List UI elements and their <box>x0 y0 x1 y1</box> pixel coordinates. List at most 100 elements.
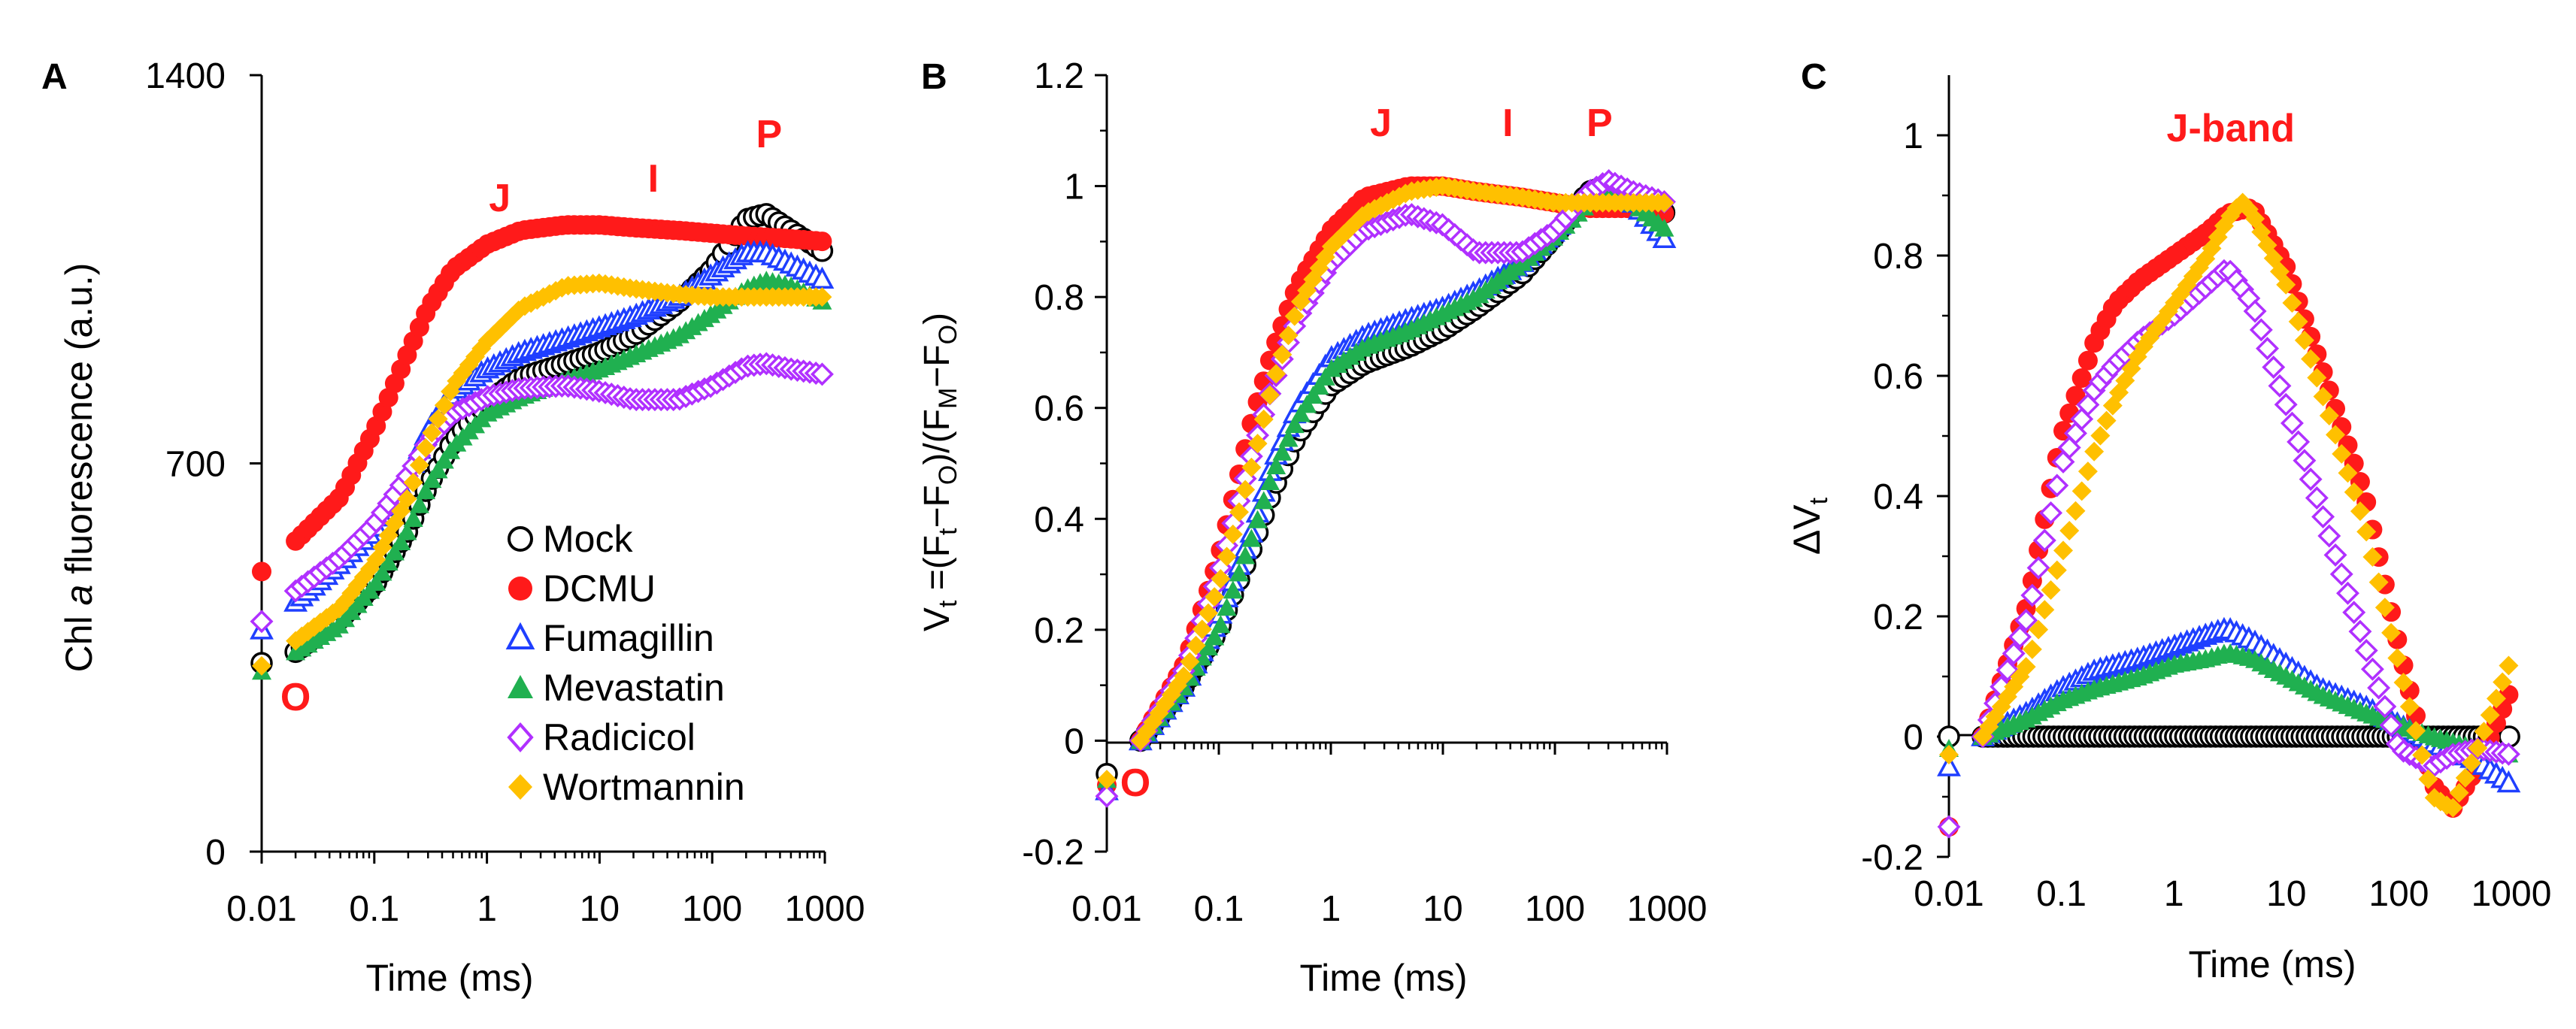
data-point-wortmannin <box>2443 797 2463 818</box>
data-point-mevastatin <box>409 495 429 513</box>
legend-label-radicicol: Radicicol <box>543 716 696 758</box>
legend-entry-dcmu: DCMU <box>508 567 656 610</box>
data-point-wortmannin <box>1192 619 1212 640</box>
data-point-radicicol <box>2317 524 2341 548</box>
data-point-mevastatin <box>1278 428 1299 447</box>
x-tick-label: 1000 <box>1627 889 1708 929</box>
data-point-wortmannin <box>1247 434 1268 454</box>
data-point-mevastatin <box>1235 546 1256 564</box>
ylabel-b-v: V <box>917 607 957 631</box>
legend-marker-radicicol <box>507 722 534 753</box>
data-point-wortmannin <box>2294 330 2314 350</box>
legend-marker-fumagillin <box>505 622 535 649</box>
data-point-wortmannin <box>403 472 423 492</box>
data-point-wortmannin <box>812 287 832 307</box>
ylabel-b-sub-t2: t <box>934 528 962 535</box>
data-point-mevastatin <box>397 522 417 540</box>
y-tick-label: 1 <box>1064 168 1084 207</box>
data-point-wortmannin <box>2493 672 2513 692</box>
data-point-radicicol <box>2268 374 2292 398</box>
data-point-mevastatin <box>372 562 392 581</box>
data-point-wortmannin <box>1272 344 1293 365</box>
ylabel-b-minus1: −F <box>917 485 957 528</box>
data-point-radicicol <box>2329 562 2353 586</box>
data-point-mevastatin <box>384 542 405 561</box>
data-point-mevastatin <box>1654 218 1674 237</box>
data-point-wortmannin <box>2393 672 2414 692</box>
y-tick-label: 0.6 <box>1873 357 1923 397</box>
data-point-radicicol <box>2287 430 2311 454</box>
data-point-radicicol <box>2305 486 2329 510</box>
data-point-mevastatin <box>1284 415 1305 434</box>
data-point-wortmannin <box>2362 546 2383 567</box>
y-tick-label: 0 <box>1903 718 1923 758</box>
data-point-wortmannin <box>2368 572 2389 592</box>
panel-a-legend: Mock DCMU Fumagillin Mevastatin Radicico… <box>505 518 745 808</box>
x-tick-label: 1 <box>1321 889 1341 929</box>
data-point-mevastatin <box>1290 404 1311 422</box>
data-point-wortmannin <box>2071 481 2092 501</box>
ylabel-b-eq: =(F <box>917 535 957 601</box>
data-point-radicicol <box>2367 676 2391 700</box>
panel-b-letter: B <box>921 57 947 97</box>
data-point-wortmannin <box>2405 721 2426 741</box>
x-tick-label: 1 <box>477 889 497 929</box>
data-point-wortmannin <box>1235 480 1256 500</box>
panel-a: A 0 700 1400 0.01 0.1 1 10 100 1000 O J I P Time (ms… <box>41 56 865 999</box>
data-point-mevastatin <box>1266 455 1286 475</box>
series-fumagillin <box>1095 174 1677 801</box>
y-tick-label: 0.2 <box>1034 611 1084 651</box>
ylabel-b-minus2: −F <box>917 344 957 387</box>
data-point-wortmannin <box>2282 293 2302 313</box>
data-point-wortmannin <box>2387 648 2408 668</box>
data-point-mevastatin <box>1241 528 1262 547</box>
data-point-wortmannin <box>2090 425 2111 446</box>
data-point-wortmannin <box>1266 364 1286 384</box>
data-point-mevastatin <box>1259 471 1280 491</box>
data-point-wortmannin <box>2047 560 2067 580</box>
data-point-wortmannin <box>1174 666 1194 686</box>
x-tick-label: 10 <box>580 889 620 929</box>
data-point-mevastatin <box>1247 510 1268 528</box>
panel-b-ylabel: Vt =(Ft−FO)/(FM−FO) <box>917 313 962 631</box>
data-point-wortmannin <box>409 455 429 475</box>
annotation-label: I <box>1502 101 1513 145</box>
data-point-dcmu <box>252 561 271 582</box>
data-point-wortmannin <box>2462 753 2482 773</box>
data-point-radicicol <box>2311 505 2335 529</box>
data-point-dcmu <box>812 232 832 252</box>
data-point-mevastatin <box>1198 637 1218 655</box>
x-tick-label: 1000 <box>785 889 865 929</box>
data-point-radicicol <box>250 610 274 634</box>
data-point-mevastatin <box>428 460 448 479</box>
data-point-wortmannin <box>2499 655 2519 676</box>
data-point-mevastatin <box>1223 580 1243 599</box>
y-tick-label: 0 <box>1064 722 1084 761</box>
data-point-mevastatin <box>366 572 386 591</box>
data-point-radicicol <box>2348 619 2372 643</box>
data-point-wortmannin <box>2096 410 2117 431</box>
data-point-fumagillin <box>2496 770 2521 793</box>
data-point-wortmannin <box>2350 501 2370 522</box>
data-point-wortmannin <box>1259 385 1280 405</box>
data-point-wortmannin <box>2474 722 2494 742</box>
data-point-wortmannin <box>1097 770 1117 790</box>
data-point-wortmannin <box>2307 368 2327 388</box>
x-tick-label: 100 <box>1525 889 1585 929</box>
data-point-wortmannin <box>2344 482 2364 502</box>
data-point-wortmannin <box>2332 443 2352 464</box>
data-point-wortmannin <box>2449 782 2469 803</box>
y-tick-label: 0.8 <box>1873 237 1923 277</box>
x-tick-label: 0.01 <box>226 889 296 929</box>
x-tick-label: 0.1 <box>2036 874 2087 914</box>
annotation-label: I <box>648 157 659 201</box>
ylabel-b-sub-o1: O <box>934 465 962 485</box>
data-point-radicicol <box>2008 625 2032 649</box>
data-point-wortmannin <box>1186 635 1206 655</box>
y-tick-label: 0.2 <box>1873 598 1923 637</box>
data-point-fumagillin <box>1652 225 1677 249</box>
data-point-wortmannin <box>2399 697 2420 717</box>
data-point-mevastatin <box>1309 377 1329 395</box>
x-tick-label: 0.1 <box>349 889 399 929</box>
y-tick-label: -0.2 <box>1861 838 1923 878</box>
